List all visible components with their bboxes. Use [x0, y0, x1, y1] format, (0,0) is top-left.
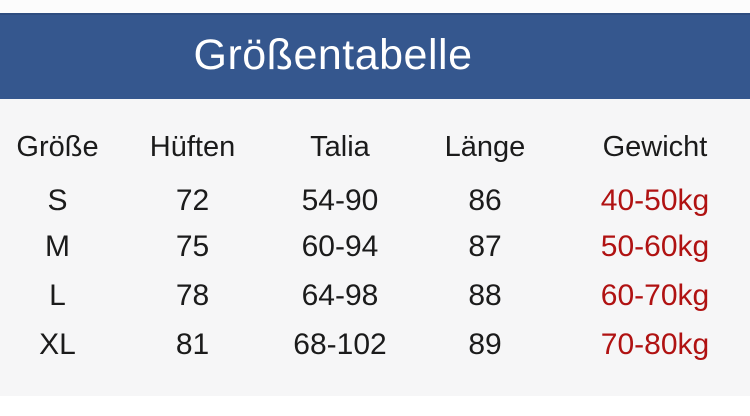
cell-waist: 60-94	[301, 229, 379, 263]
cell-hips: 75	[175, 229, 210, 263]
bottom-margin-strip	[0, 396, 750, 416]
cell-size: S	[47, 183, 68, 217]
page-title: Größentabelle	[193, 30, 473, 79]
table-row-m: M 75 60-94 87 50-60kg	[0, 222, 750, 271]
column-header-length: Länge	[444, 130, 526, 163]
cell-length: 86	[468, 183, 502, 217]
column-header-waist: Talia	[310, 130, 370, 163]
table-header-row: Größe Hüften Talia Länge Gewicht	[0, 121, 750, 173]
cell-waist: 64-98	[301, 278, 379, 312]
table-row-xl: XL 81 68-102 89 70-80kg	[0, 320, 750, 369]
cell-weight: 50-60kg	[600, 229, 710, 263]
table-row-l: L 78 64-98 88 60-70kg	[0, 271, 750, 320]
cell-weight: 60-70kg	[600, 278, 710, 312]
size-table: Größe Hüften Talia Länge Gewicht S 72 54…	[0, 121, 750, 369]
cell-hips: 72	[175, 183, 210, 217]
column-header-hips: Hüften	[149, 130, 236, 163]
cell-length: 87	[468, 229, 502, 263]
cell-hips: 78	[175, 278, 210, 312]
cell-weight: 40-50kg	[600, 183, 710, 217]
column-header-size: Größe	[16, 130, 99, 163]
cell-length: 88	[468, 278, 502, 312]
size-chart-banner: Größentabelle	[0, 13, 750, 99]
cell-weight: 70-80kg	[600, 327, 710, 361]
cell-size: L	[49, 278, 66, 312]
cell-waist: 68-102	[293, 327, 387, 361]
cell-size: M	[45, 229, 70, 263]
table-row-s: S 72 54-90 86 40-50kg	[0, 173, 750, 222]
size-chart-body: Größe Hüften Talia Länge Gewicht S 72 54…	[0, 99, 750, 396]
cell-hips: 81	[175, 327, 210, 361]
cell-waist: 54-90	[301, 183, 379, 217]
cell-length: 89	[468, 327, 502, 361]
column-header-weight: Gewicht	[602, 130, 708, 163]
top-margin-strip	[0, 0, 750, 13]
cell-size: XL	[39, 327, 76, 361]
